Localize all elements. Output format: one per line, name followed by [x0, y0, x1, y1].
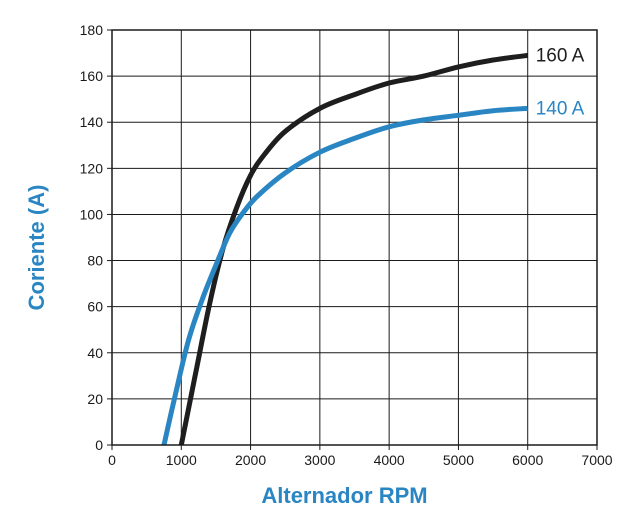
y-tick-label: 140: [80, 114, 104, 130]
x-tick-label: 3000: [304, 452, 335, 468]
y-tick-label: 180: [80, 22, 104, 38]
x-tick-label: 6000: [512, 452, 543, 468]
y-tick-label: 80: [87, 253, 103, 269]
plot-frame: [111, 29, 598, 446]
y-axis-ticks: 0 20 40 60 80 100 120 140 160 180: [80, 22, 112, 453]
x-tick-label: 5000: [443, 452, 474, 468]
series-label-1: 140 A: [536, 98, 585, 119]
x-tick-label: 2000: [235, 452, 266, 468]
series-line-0: [178, 52, 528, 446]
series-label-0: 160 A: [536, 45, 585, 66]
x-axis-title: Alternador RPM: [261, 483, 427, 508]
series-labels: 160 A 140 A: [536, 45, 585, 119]
y-tick-label: 20: [87, 391, 103, 407]
y-tick-label: 40: [87, 345, 103, 361]
y-tick-label: 120: [80, 160, 104, 176]
y-tick-label: 100: [80, 206, 104, 222]
series-layer: [161, 52, 528, 446]
x-tick-label: 4000: [374, 452, 405, 468]
x-axis-ticks: 0 1000 2000 3000 4000 5000 6000 7000: [108, 445, 613, 468]
x-tick-label: 0: [108, 452, 116, 468]
y-tick-label: 0: [95, 437, 103, 453]
x-tick-label: 7000: [581, 452, 612, 468]
y-tick-label: 60: [87, 299, 103, 315]
y-axis-title: Coriente (A): [24, 185, 49, 311]
x-tick-label: 1000: [166, 452, 197, 468]
y-tick-label: 160: [80, 68, 104, 84]
series-line-1: [161, 105, 528, 446]
